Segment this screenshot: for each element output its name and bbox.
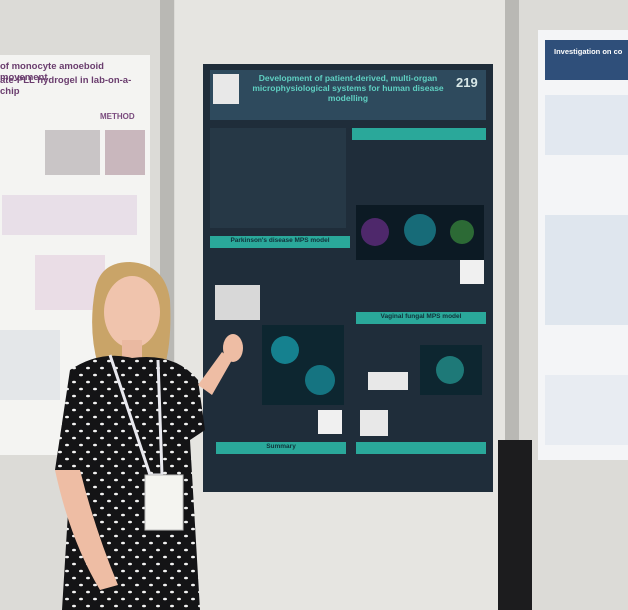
badge xyxy=(144,474,184,531)
arm xyxy=(55,470,118,590)
section-bar xyxy=(216,442,346,454)
right-poster-title: Investigation on co xyxy=(554,47,623,56)
logo xyxy=(213,74,239,104)
arm xyxy=(198,352,232,395)
section-title: Vaginal fungal MPS model xyxy=(380,313,462,320)
micrograph-detail xyxy=(436,356,464,384)
section-bar xyxy=(356,312,486,324)
cylinder xyxy=(498,440,532,610)
face xyxy=(104,276,160,348)
micrograph-detail xyxy=(404,214,436,246)
hand xyxy=(223,334,243,362)
micrograph xyxy=(262,325,344,405)
logo xyxy=(360,410,388,436)
text-block xyxy=(210,128,346,228)
device-image xyxy=(215,285,260,320)
figure xyxy=(545,95,628,155)
qr-code xyxy=(460,260,484,284)
section-title: Summary xyxy=(266,443,296,450)
figure xyxy=(545,215,628,325)
section-bar xyxy=(210,236,350,248)
qr-code xyxy=(318,410,342,434)
poster-number: 219 xyxy=(456,75,478,90)
poster-header xyxy=(210,70,486,120)
figure xyxy=(45,130,100,175)
left-poster-section: METHOD xyxy=(100,112,135,121)
figure xyxy=(2,195,137,235)
section-bar xyxy=(356,442,486,454)
figure xyxy=(545,375,628,445)
header-box xyxy=(545,40,628,80)
micrograph-detail xyxy=(450,220,474,244)
micrograph-detail xyxy=(271,336,299,364)
left-poster-title: ate-PLL hydrogel in lab-on-a-chip xyxy=(0,75,132,97)
figure xyxy=(0,330,60,400)
section-bar xyxy=(352,128,486,140)
micrograph-detail xyxy=(361,218,389,246)
left-poster-title: of monocyte amoeboid movement xyxy=(0,61,104,83)
micrograph-detail xyxy=(305,365,335,395)
poster-title: Development of patient-derived, multi-or… xyxy=(252,73,444,103)
section-title: Parkinson's disease MPS model xyxy=(230,237,330,244)
figure xyxy=(105,130,145,175)
figure xyxy=(368,372,408,390)
figure xyxy=(35,255,105,310)
neck xyxy=(122,340,142,362)
